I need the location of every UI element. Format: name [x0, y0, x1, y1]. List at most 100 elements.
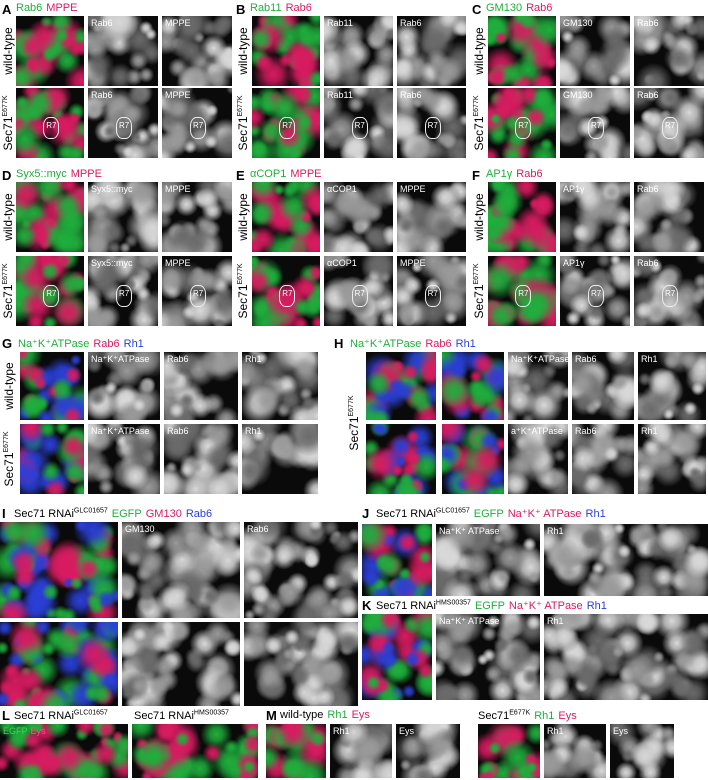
channel-name: EGFP [111, 507, 142, 520]
image-label: Rh1 [245, 426, 262, 436]
cell-marker: R7 [351, 285, 368, 308]
header-text: Rab6 [425, 338, 451, 350]
micrograph [366, 424, 436, 494]
superscript: GLC01657 [73, 507, 108, 514]
image-label: Rh1 [641, 354, 658, 364]
cell-marker: R7 [279, 117, 296, 140]
micrograph: R7 [488, 88, 556, 158]
header-text: Rab11 [250, 2, 282, 14]
row-label: wild-type [472, 193, 486, 240]
image-label: AP1γ [563, 184, 585, 194]
image-label: Rab11 [327, 18, 353, 28]
micrograph [0, 522, 118, 618]
header-text: Sec71 RNAiGLC01657 [14, 507, 108, 520]
panel-letter: F [472, 168, 480, 183]
channel-name: GM130 [486, 2, 523, 14]
row-label: wild-type [472, 27, 486, 74]
micrograph: MPPE [162, 16, 232, 86]
header-text: Rab6 [516, 168, 542, 180]
micrograph: Rab6 R7 [634, 256, 704, 326]
superscript: E677K [473, 95, 480, 117]
micrograph: Rab6 [634, 182, 704, 252]
micrograph [442, 352, 504, 420]
header-text: Rab6 [93, 338, 119, 350]
micrograph [362, 524, 432, 596]
header-text: Na⁺K⁺ ATPase [508, 508, 582, 520]
micrograph: Eys [396, 724, 460, 778]
cell-marker: R7 [190, 285, 207, 308]
micrograph: R7 [16, 256, 84, 326]
cell-marker: R7 [424, 285, 441, 308]
header-text: EGFP [112, 508, 142, 520]
image-label: Rab6 [91, 18, 113, 28]
header-text: Rh1 [587, 600, 607, 612]
channel-name: MPPE [290, 168, 322, 180]
superscript: E677K [348, 395, 355, 417]
cell-marker: R7 [424, 117, 441, 140]
image-label: Rab6 [91, 90, 113, 100]
image-label: Rab6 [637, 258, 659, 268]
micrograph [252, 182, 320, 252]
micrograph [16, 182, 84, 252]
image-label: Rab6 [400, 90, 422, 100]
cell-marker: R7 [515, 285, 532, 308]
genotype: Sec71 [2, 452, 16, 487]
panel-letter: B [236, 2, 246, 17]
cell-marker: R7 [279, 285, 296, 308]
micrograph [132, 724, 258, 778]
genotype: wild-type [472, 27, 486, 75]
micrograph: Rab6 [164, 424, 238, 494]
micrograph: Rh1 [544, 724, 606, 778]
image-label: Eys [399, 726, 415, 736]
header-text: Na⁺K⁺ATPase [18, 338, 89, 350]
image-label: Rab6 [167, 426, 189, 436]
channel-name: AP1γ [486, 168, 513, 180]
genotype: wild-type [1, 193, 15, 241]
micrograph [20, 424, 84, 494]
genotype: Sec71 [1, 116, 15, 151]
channel-name: Sec71 [478, 709, 510, 722]
channel-name: Sec71 RNAi [14, 709, 74, 722]
genotype: Sec71 [472, 116, 486, 151]
micrograph [488, 182, 556, 252]
superscript: E677K [509, 709, 531, 716]
micrograph: R7 [252, 256, 320, 326]
channel-name: GM130 [145, 507, 182, 520]
micrograph [442, 424, 504, 494]
image-label: Rh1 [245, 354, 262, 364]
micrograph: MPPE R7 [162, 256, 232, 326]
row-label: Sec71E677K [1, 95, 15, 150]
micrograph [20, 352, 84, 420]
image-label: Rab6 [247, 524, 269, 534]
header-text: Rab6 [186, 508, 212, 520]
superscript: GLC01657 [73, 709, 108, 716]
superscript: E677K [473, 263, 480, 285]
row-label: wild-type [236, 27, 250, 74]
micrograph: R7 [252, 88, 320, 158]
genotype: Sec71 [236, 284, 250, 319]
image-label: MPPE [165, 184, 191, 194]
image-label: MPPE [400, 184, 426, 194]
micrograph: MPPE [162, 182, 232, 252]
channel-name: Rab6 [185, 507, 213, 520]
image-label: Rab6 [637, 90, 659, 100]
channel-name: MPPE [46, 2, 78, 14]
header-text: Syx5::myc [16, 168, 67, 180]
micrograph: Eys [610, 724, 674, 778]
image-label: Rh1 [547, 616, 564, 626]
micrograph [0, 622, 118, 706]
header-text: Sec71 RNAiGLC01657 [376, 507, 470, 520]
header-text: Eys [352, 709, 370, 721]
image-label: Na⁺K⁺ATPase [91, 426, 150, 436]
header-text: Rab6 [526, 2, 552, 14]
panel-letter: G [2, 336, 13, 351]
micrograph: Na⁺K⁺ ATPase [436, 524, 540, 596]
image-label: Eys [613, 726, 629, 736]
micrograph: Rh1 [242, 424, 318, 494]
micrograph [488, 16, 556, 86]
micrograph [362, 614, 432, 700]
superscript: HMS00357 [435, 599, 471, 607]
micrograph: Rab6 [164, 352, 238, 420]
micrograph: Rh1 [242, 352, 318, 420]
